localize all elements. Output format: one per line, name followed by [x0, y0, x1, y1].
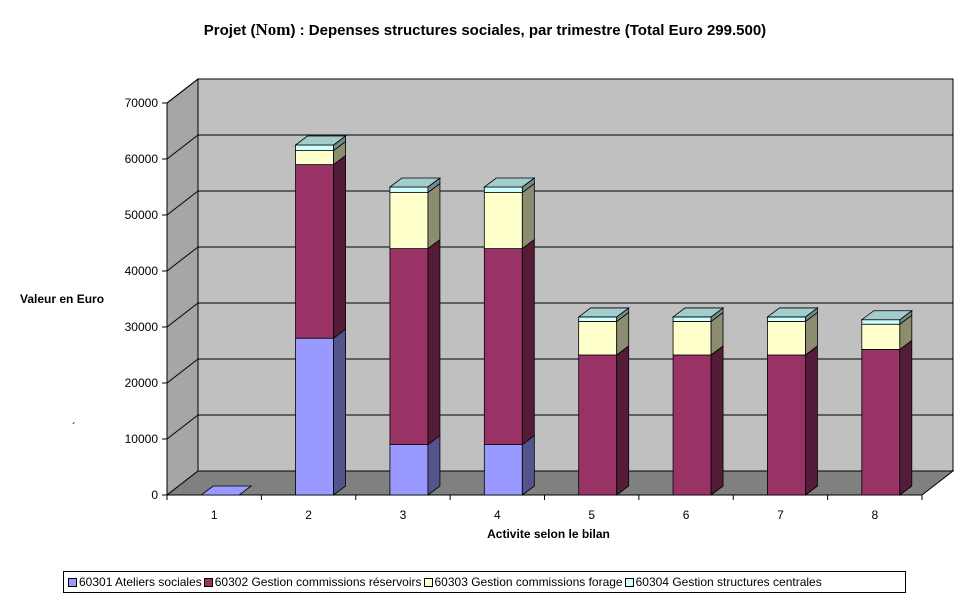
floor: [165, 470, 955, 496]
y-axis-label: Valeur en Euro: [20, 292, 104, 306]
bar-segment-side: [427, 434, 441, 496]
bar-segment: [767, 354, 806, 496]
project-name: Nom: [255, 20, 291, 39]
bar-segment-side: [333, 328, 346, 496]
bar-segment-side: [710, 345, 724, 496]
chart-title: Projet (Nom) : Depenses structures socia…: [203, 20, 767, 39]
bar-segment: [389, 192, 429, 250]
gridline-side: [166, 414, 199, 440]
bar-top: [577, 307, 630, 318]
x-tick-label: 6: [683, 508, 690, 522]
bar-top: [860, 310, 914, 321]
bar-segment-side: [521, 182, 535, 250]
bar-segment-side: [616, 345, 630, 496]
legend-item: 60301 Ateliers sociales: [68, 575, 202, 589]
gridline-side: [166, 246, 199, 272]
bar-segment-side: [521, 238, 535, 446]
y-tick-label: 30000: [125, 320, 159, 334]
bar-segment: [295, 150, 334, 166]
x-tick-label: 5: [588, 508, 595, 522]
x-axis-label: Activite selon le bilan: [487, 527, 610, 541]
y-tick-label: 20000: [125, 376, 159, 390]
bar-top: [671, 307, 725, 318]
legend-label: 60301 Ateliers sociales: [79, 575, 202, 589]
bar-segment-side: [521, 434, 535, 496]
bar-segment: [199, 485, 253, 496]
stray-mark: ´: [72, 420, 76, 434]
gridline-side: [166, 134, 199, 160]
bar-top: [766, 307, 819, 318]
x-tick-label: 2: [305, 508, 312, 522]
legend-label: 60302 Gestion commissions réservoirs: [214, 575, 422, 589]
legend-item: 60302 Gestion commissions réservoirs: [203, 575, 422, 589]
legend-swatch: [203, 577, 213, 587]
bar-segment: [295, 337, 334, 496]
bar-segment: [861, 348, 901, 496]
x-tick-label: 4: [494, 508, 501, 522]
legend-label: 60303 Gestion commissions forage: [434, 575, 623, 589]
bar-segment-side: [899, 339, 913, 496]
bar-segment: [578, 354, 618, 496]
chart-area: 0 10000 20000 30000 40000 50000 60000 70000 1 2 3 4…: [20, 77, 955, 541]
bar-segment: [389, 248, 429, 446]
y-tick-label: 50000: [125, 208, 159, 222]
bar-segment: [389, 186, 429, 193]
gridline-side: [166, 302, 199, 328]
bar-segment: [861, 323, 901, 350]
bar-segment: [672, 354, 712, 496]
side-wall: [166, 77, 199, 497]
bar-segment: [389, 444, 429, 496]
x-tick-label: 3: [400, 508, 407, 522]
bar-segment: [295, 164, 334, 339]
legend-item: 60303 Gestion commissions forage: [423, 575, 623, 589]
y-tick-label: 60000: [125, 152, 159, 166]
legend-swatch: [68, 577, 77, 587]
gridline-side: [166, 78, 199, 104]
bar-segment: [483, 248, 523, 446]
y-tick-label: 10000: [125, 432, 159, 446]
legend: 60301 Ateliers sociales 60302 Gestion com…: [63, 571, 906, 593]
x-tick-label: 1: [211, 508, 218, 522]
gridline-side: [166, 190, 199, 216]
gridline-side: [166, 358, 199, 384]
bar-segment: [672, 316, 712, 322]
bar-segment: [578, 316, 618, 322]
bar-top: [388, 177, 442, 188]
bar-segment-side: [805, 345, 818, 496]
bar-top: [294, 135, 347, 146]
y-tick-label: 70000: [125, 96, 159, 110]
bar-segment: [483, 444, 523, 496]
bar-top: [483, 177, 536, 188]
bar-segment: [767, 320, 806, 356]
bar-segment: [483, 186, 523, 193]
legend-item: 60304 Gestion structures centrales: [624, 575, 822, 589]
y-tick-label: 40000: [125, 264, 159, 278]
legend-label: 60304 Gestion structures centrales: [635, 575, 822, 589]
x-tick-label: 7: [777, 508, 784, 522]
bar-segment: [483, 192, 523, 250]
bar-segment: [767, 316, 806, 322]
bar-segment-side: [333, 154, 346, 340]
legend-swatch: [624, 577, 634, 587]
bar-segment-side: [427, 182, 441, 250]
legend-swatch: [423, 577, 433, 587]
y-tick-label: 0: [151, 488, 158, 502]
bar-segment: [861, 319, 901, 325]
bar-segment: [578, 320, 618, 356]
x-tick-label: 8: [871, 508, 878, 522]
bar-segment: [295, 144, 334, 151]
bar-segment: [672, 320, 712, 356]
bar-segment-side: [427, 238, 441, 446]
